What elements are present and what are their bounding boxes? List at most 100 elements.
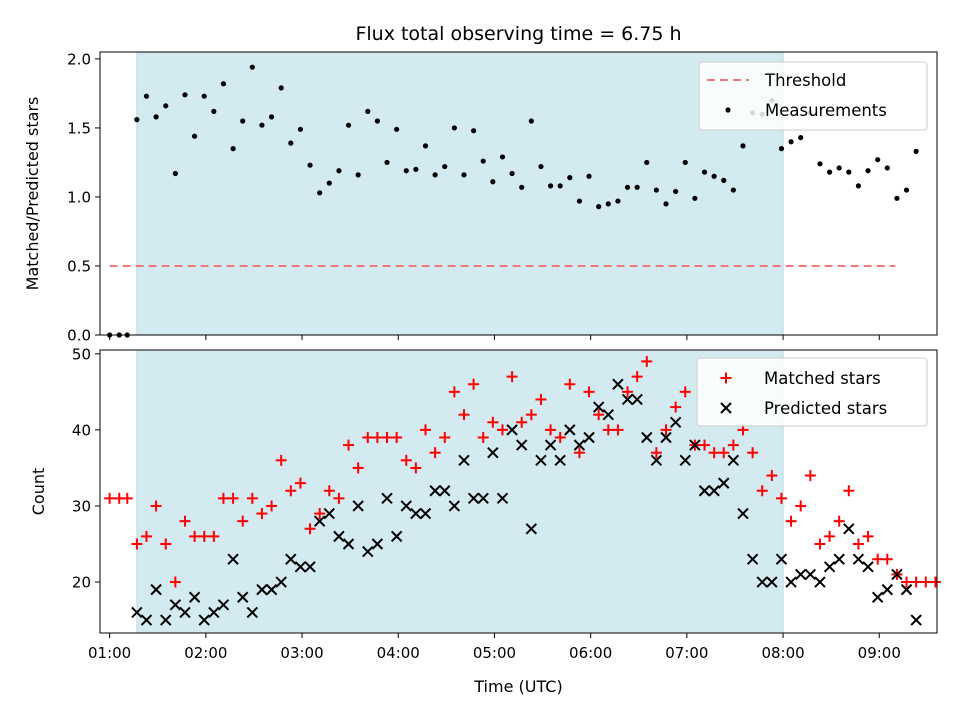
measurement-point: [461, 172, 467, 178]
measurement-point: [230, 146, 236, 152]
measurement-point: [134, 117, 140, 123]
matched-star-point: [660, 424, 672, 436]
predicted-star-point: [881, 583, 894, 596]
predicted-star-point: [727, 454, 740, 467]
matched-star-point: [901, 576, 913, 588]
measurement-point: [422, 143, 429, 149]
ratio-y-tick-label: 0.5: [67, 257, 91, 275]
measurement-point: [826, 169, 833, 175]
count-x-tick-label: 09:00: [858, 644, 901, 662]
predicted-star-point: [689, 439, 701, 451]
measurement-point: [615, 198, 621, 204]
x-axis-label: Time (UTC): [473, 677, 562, 696]
measurement-point: [519, 184, 525, 190]
matched-stars-points: [104, 355, 941, 588]
predicted-star-point: [833, 553, 845, 565]
matched-star-point: [150, 500, 162, 512]
measurement-point: [711, 173, 717, 179]
measurement-point: [846, 169, 852, 175]
predicted-star-point: [439, 485, 451, 497]
ratio-y-tick-label: 1.0: [67, 188, 91, 206]
matched-star-point: [381, 431, 393, 443]
matched-star-point: [208, 530, 220, 542]
measurement-point: [384, 159, 390, 166]
predicted-star-point: [592, 401, 605, 413]
matched-star-point: [285, 485, 297, 497]
ratio-y-tick-label: 2.0: [67, 50, 91, 68]
predicted-star-point: [612, 378, 624, 390]
matched-star-point: [650, 447, 662, 459]
predicted-star-point: [140, 614, 153, 626]
measurement-point: [894, 195, 900, 201]
matched-star-point: [573, 447, 585, 459]
predicted-star-point: [487, 446, 499, 459]
predicted-star-point: [554, 454, 566, 467]
ratio-panel-frame: [99, 51, 938, 336]
matched-star-point: [468, 378, 480, 390]
measurement-point: [365, 108, 371, 114]
measurement-point: [143, 93, 150, 99]
measurement-point: [374, 118, 380, 124]
legend-measurement-swatch: [725, 107, 731, 113]
ratio-y-axis-label: Matched/Predicted stars: [23, 97, 42, 291]
count-y-tick-label: 50: [72, 345, 91, 363]
predicted-star-point: [708, 485, 720, 497]
measurement-point: [605, 201, 611, 207]
matched-star-point: [525, 409, 537, 421]
predicted-star-point: [506, 424, 518, 436]
measurement-point: [913, 148, 919, 154]
predicted-star-point: [323, 507, 336, 520]
count-x-tick-label: 04:00: [377, 644, 420, 662]
measurement-point: [875, 157, 881, 163]
predicted-star-point: [304, 561, 316, 573]
matched-star-point: [910, 576, 922, 588]
predicted-star-point: [679, 454, 691, 467]
matched-star-point: [343, 439, 355, 451]
matched-star-point: [775, 492, 787, 504]
measurement-point: [624, 184, 631, 190]
legend-predicted-label: Predicted stars: [764, 399, 887, 418]
matched-star-point: [179, 515, 191, 527]
measurement-point: [586, 173, 592, 179]
matched-star-point: [323, 485, 335, 497]
matched-star-point: [131, 538, 143, 550]
measurement-point: [788, 139, 794, 145]
matched-star-point: [929, 576, 941, 588]
measurement-point: [211, 108, 217, 114]
matched-star-point: [727, 439, 739, 451]
matched-star-point: [920, 576, 932, 588]
measurement-point: [721, 177, 727, 183]
matched-star-point: [458, 409, 470, 421]
count-y-tick-label: 30: [72, 497, 91, 515]
count-x-tick-label: 06:00: [569, 644, 612, 662]
predicted-star-point: [775, 553, 788, 565]
ratio-y-ticks: 0.0 0.5 1.0 1.5 2.0: [67, 50, 100, 345]
measurement-point: [268, 114, 275, 120]
measurement-point: [673, 188, 679, 195]
predicted-star-point: [669, 416, 682, 428]
predicted-star-point: [515, 439, 528, 451]
count-x-tick-label: 05:00: [473, 644, 516, 662]
matched-star-point: [227, 492, 239, 504]
predicted-star-point: [227, 553, 239, 565]
count-y-axis-label: Count: [29, 468, 48, 516]
matched-star-point: [294, 477, 306, 489]
matched-star-point: [121, 492, 133, 504]
predicted-star-point: [496, 492, 509, 505]
measurement-point: [442, 163, 448, 170]
predicted-star-point: [718, 477, 730, 489]
measurement-point: [278, 85, 284, 91]
measurement-point: [528, 118, 534, 124]
measurement-point: [798, 134, 804, 141]
predicted-star-point: [660, 431, 672, 444]
measurement-point: [163, 103, 169, 109]
ratio-y-tick-label: 1.5: [67, 119, 91, 137]
ratio-x-ticks: [109, 335, 880, 340]
measurement-point: [317, 190, 323, 196]
predicted-star-point: [631, 393, 643, 406]
matched-star-point: [429, 447, 441, 459]
predicted-star-point: [429, 485, 441, 497]
measurement-point: [644, 159, 650, 166]
measurement-point: [192, 133, 198, 139]
